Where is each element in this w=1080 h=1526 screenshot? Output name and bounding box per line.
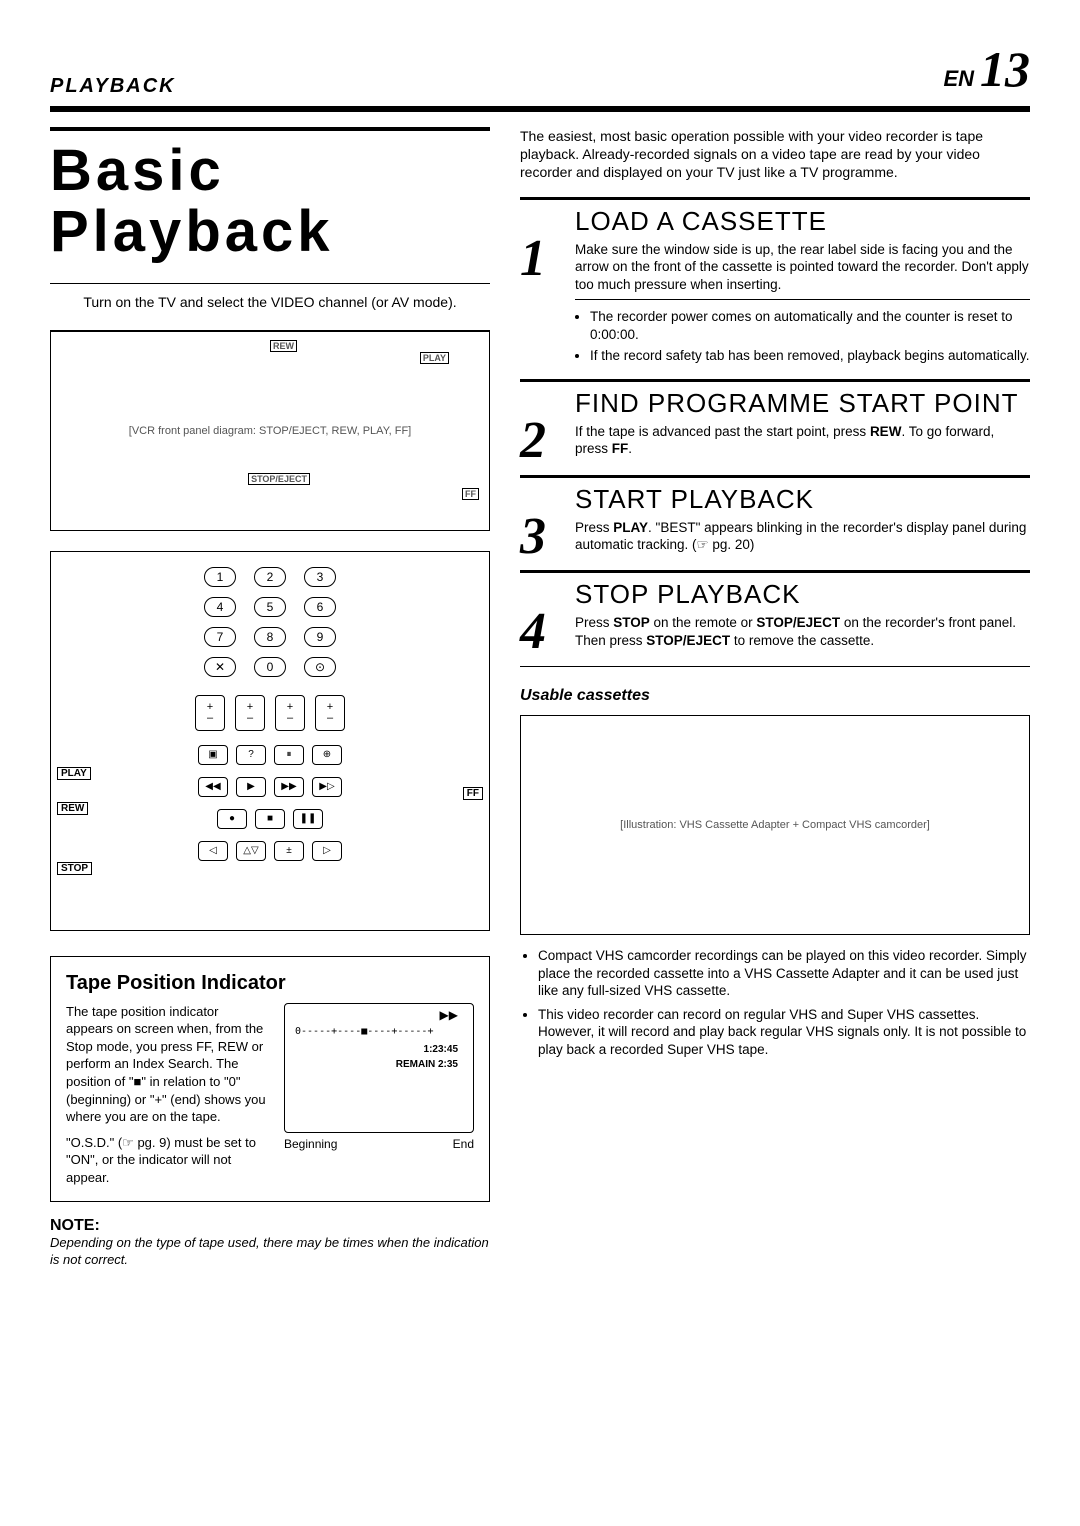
tape-indicator-box: Tape Position Indicator The tape positio… (50, 956, 490, 1202)
tape-indicator-body: The tape position indicator appears on s… (66, 1003, 269, 1126)
step-number: 1 (520, 206, 560, 369)
remote-rec-btn: ● (217, 809, 247, 829)
tape-screen: ▶▶ 0-----+----■----+-----+ 1:23:45 REMAI… (284, 1003, 474, 1133)
tape-indicator-osd: "O.S.D." (☞ pg. 9) must be set to "ON", … (66, 1134, 269, 1187)
tape-beginning-label: Beginning (284, 1137, 337, 1151)
remote-ctrl: ▣ (198, 745, 228, 765)
remote-num-5: 5 (254, 597, 286, 617)
remote-ff-label: FF (463, 787, 483, 800)
remote-stop-label: STOP (57, 862, 92, 875)
vcr-diagram: REW PLAY FF STOP/EJECT [VCR front panel … (50, 331, 490, 531)
vcr-ff-label: FF (462, 488, 479, 500)
remote-pause-btn: ❚❚ (293, 809, 323, 829)
remote-nav: ▷ (312, 841, 342, 861)
remote-num-aux: ⊙ (304, 657, 336, 677)
page-lang: EN (943, 66, 974, 92)
vcr-stopeject-label: STOP/EJECT (248, 473, 310, 485)
rule (50, 283, 490, 284)
step-bullet: The recorder power comes on automaticall… (590, 308, 1030, 343)
intro-paragraph: The easiest, most basic operation possib… (520, 127, 1030, 182)
tape-time: 1:23:45 (424, 1044, 458, 1055)
step-1: 1 LOAD A CASSETTE Make sure the window s… (520, 197, 1030, 369)
top-instruction: Turn on the TV and select the VIDEO chan… (50, 294, 490, 310)
remote-nav: △▽ (236, 841, 266, 861)
note-text: Depending on the type of tape used, ther… (50, 1235, 490, 1269)
remote-ctrl: ▶▷ (312, 777, 342, 797)
tape-end-label: End (453, 1137, 474, 1151)
usable-cassettes-title: Usable cassettes (520, 687, 1030, 705)
tape-remain: REMAIN 2:35 (396, 1059, 458, 1070)
note-title: NOTE: (50, 1217, 490, 1235)
remote-num-2: 2 (254, 567, 286, 587)
tape-scale: 0-----+----■----+-----+ (295, 1026, 463, 1037)
page-number: EN 13 (943, 40, 1030, 98)
step-title: LOAD A CASSETTE (575, 206, 1030, 237)
step-2: 2 FIND PROGRAMME START POINT If the tape… (520, 379, 1030, 465)
remote-num-3: 3 (304, 567, 336, 587)
remote-num-9: 9 (304, 627, 336, 647)
remote-num-6: 6 (304, 597, 336, 617)
remote-num-8: 8 (254, 627, 286, 647)
step-title: FIND PROGRAMME START POINT (575, 388, 1030, 419)
step-text: If the tape is advanced past the start p… (575, 423, 1030, 458)
remote-num-cancel: ✕ (204, 657, 236, 677)
remote-nav: ± (274, 841, 304, 861)
remote-ff-btn: ▶▶ (274, 777, 304, 797)
title-rule (50, 127, 490, 131)
step-number: 4 (520, 579, 560, 656)
remote-num-4: 4 (204, 597, 236, 617)
step-text: Press STOP on the remote or STOP/EJECT o… (575, 614, 1030, 649)
step-text: Make sure the window side is up, the rea… (575, 241, 1030, 294)
step-title: START PLAYBACK (575, 484, 1030, 515)
vcr-placeholder: [VCR front panel diagram: STOP/EJECT, RE… (129, 425, 411, 437)
page-num-value: 13 (980, 40, 1030, 98)
step-text: Press PLAY. "BEST" appears blinking in t… (575, 519, 1030, 554)
tape-ff-icon: ▶▶ (440, 1008, 458, 1022)
header-rule (50, 106, 1030, 112)
remote-ctrl: ⊕ (312, 745, 342, 765)
remote-ctrl: ? (236, 745, 266, 765)
step-number: 3 (520, 484, 560, 561)
section-label: PLAYBACK (50, 75, 176, 98)
remote-num-0: 0 (254, 657, 286, 677)
remote-num-7: 7 (204, 627, 236, 647)
remote-stop-btn: ■ (255, 809, 285, 829)
remote-pm-4: +– (315, 695, 345, 731)
usable-cassettes-illustration: [Illustration: VHS Cassette Adapter + Co… (520, 715, 1030, 935)
step-3: 3 START PLAYBACK Press PLAY. "BEST" appe… (520, 475, 1030, 561)
remote-play-btn: ▶ (236, 777, 266, 797)
vcr-rew-label: REW (270, 340, 297, 352)
usable-bullet: This video recorder can record on regula… (538, 1006, 1030, 1059)
tape-indicator-title: Tape Position Indicator (66, 972, 474, 995)
usable-bullet: Compact VHS camcorder recordings can be … (538, 947, 1030, 1000)
remote-rew-btn: ◀◀ (198, 777, 228, 797)
step-number: 2 (520, 388, 560, 465)
remote-nav: ◁ (198, 841, 228, 861)
main-title: Basic Playback (50, 141, 490, 263)
remote-pm-3: +– (275, 695, 305, 731)
remote-pm-2: +– (235, 695, 265, 731)
remote-diagram: 1 2 3 4 5 6 7 8 9 ✕ 0 ⊙ +– +– +– (50, 551, 490, 931)
remote-pm-1: +– (195, 695, 225, 731)
step-title: STOP PLAYBACK (575, 579, 1030, 610)
remote-ctrl: ⏸ (274, 745, 304, 765)
rule (520, 666, 1030, 667)
remote-rew-label: REW (57, 802, 88, 815)
step-bullet: If the record safety tab has been remove… (590, 347, 1030, 365)
remote-play-label: PLAY (57, 767, 91, 780)
step-4: 4 STOP PLAYBACK Press STOP on the remote… (520, 570, 1030, 656)
vcr-play-label: PLAY (420, 352, 449, 364)
remote-num-1: 1 (204, 567, 236, 587)
